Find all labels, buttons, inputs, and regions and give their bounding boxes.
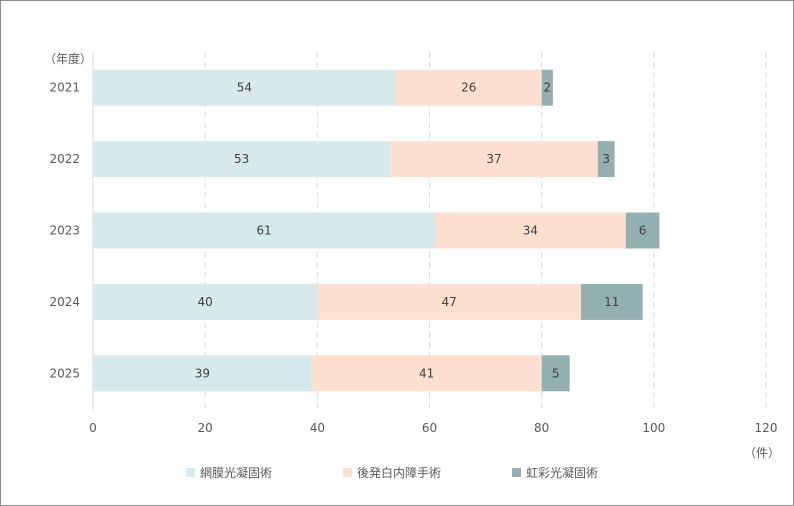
data-label: 53 [234,152,249,166]
bar-segment [93,355,312,392]
data-label: 6 [639,224,647,238]
bar-segment [580,283,643,320]
data-label: 26 [461,81,476,95]
data-label: 37 [486,152,501,166]
data-label: 40 [198,295,213,309]
bar-segment [93,283,318,320]
y-axis-unit-label: （年度） [44,51,92,66]
y-tick-label: 2024 [49,295,80,309]
bar-segment [395,69,542,106]
bar-segment [317,283,581,320]
data-label: 5 [552,366,560,380]
data-label: 2 [543,81,551,95]
legend-item: 網膜光凝固術 [186,464,272,481]
data-label: 47 [441,295,456,309]
legend: 網膜光凝固術 後発白内障手術 虹彩光凝固術 [0,464,794,482]
x-tick-label: 20 [198,421,213,435]
axes: 0 20 40 60 80 100 120 2021 2022 2023 2024 2025 [49,52,777,435]
y-tick-label: 2022 [49,152,80,166]
data-label: 41 [419,366,434,380]
bar-segment [435,212,626,249]
x-tick-label: 60 [422,421,437,435]
data-label: 61 [256,224,271,238]
bar-segment [541,355,570,392]
x-tick-label: 120 [755,421,778,435]
bar-segment [93,141,391,178]
bar-segment [93,69,396,106]
x-tick-label: 0 [89,421,97,435]
legend-swatch [343,468,352,477]
data-label: 34 [523,224,538,238]
legend-label: 後発白内障手術 [357,466,442,480]
x-tick-label: 40 [310,421,325,435]
legend-swatch [512,468,521,477]
bars [93,69,660,392]
x-tick-label: 100 [642,421,665,435]
legend-label: 網膜光凝固術 [200,466,273,480]
y-tick-label: 2023 [49,224,80,238]
y-tick-label: 2025 [49,366,80,380]
x-tick-label: 80 [534,421,549,435]
legend-swatch [186,468,195,477]
data-label: 39 [195,366,210,380]
data-label: 3 [602,152,610,166]
legend-label: 虹彩光凝固術 [526,466,599,480]
legend-item: 虹彩光凝固術 [512,464,598,481]
data-label: 54 [237,81,252,95]
bar-segment [597,141,615,178]
bar-segment [625,212,660,249]
data-labels: 54 26 2 53 37 3 61 34 6 40 47 11 39 41 5 [195,81,647,381]
bar-segment [311,355,542,392]
legend-item: 後発白内障手術 [343,464,441,481]
bar-segment [390,141,598,178]
x-axis-unit-label: （件） [744,446,780,460]
bar-segment [541,69,553,106]
data-label: 11 [604,295,619,309]
bar-segment [93,212,436,249]
y-tick-label: 2021 [49,81,80,95]
